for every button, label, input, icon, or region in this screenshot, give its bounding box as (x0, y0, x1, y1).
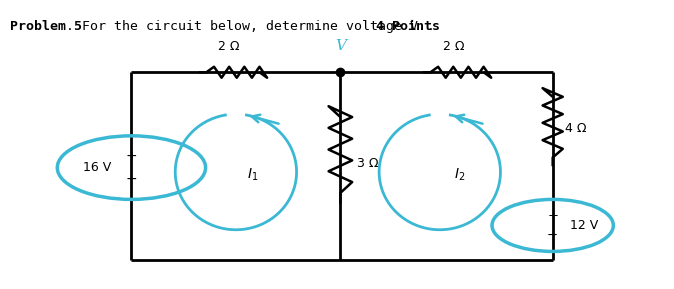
Text: $I_2$: $I_2$ (454, 167, 466, 183)
Text: 4 Points: 4 Points (376, 20, 440, 33)
Text: 2 Ω: 2 Ω (218, 40, 240, 53)
Text: +: + (125, 149, 137, 163)
Text: Problem 5: Problem 5 (10, 20, 82, 33)
Text: 12 V: 12 V (570, 219, 598, 232)
Text: +: + (547, 209, 558, 222)
Text: . For the circuit below, determine voltage V.: . For the circuit below, determine volta… (66, 20, 434, 33)
Text: −: − (547, 229, 558, 242)
Text: 2 Ω: 2 Ω (443, 40, 464, 53)
Text: 4 Ω: 4 Ω (565, 122, 586, 135)
Text: 3 Ω: 3 Ω (357, 157, 379, 170)
Text: $I_1$: $I_1$ (247, 167, 258, 183)
Text: V: V (335, 40, 346, 53)
Text: −: − (125, 172, 137, 186)
Text: .: . (427, 20, 435, 33)
Text: 16 V: 16 V (83, 161, 111, 174)
